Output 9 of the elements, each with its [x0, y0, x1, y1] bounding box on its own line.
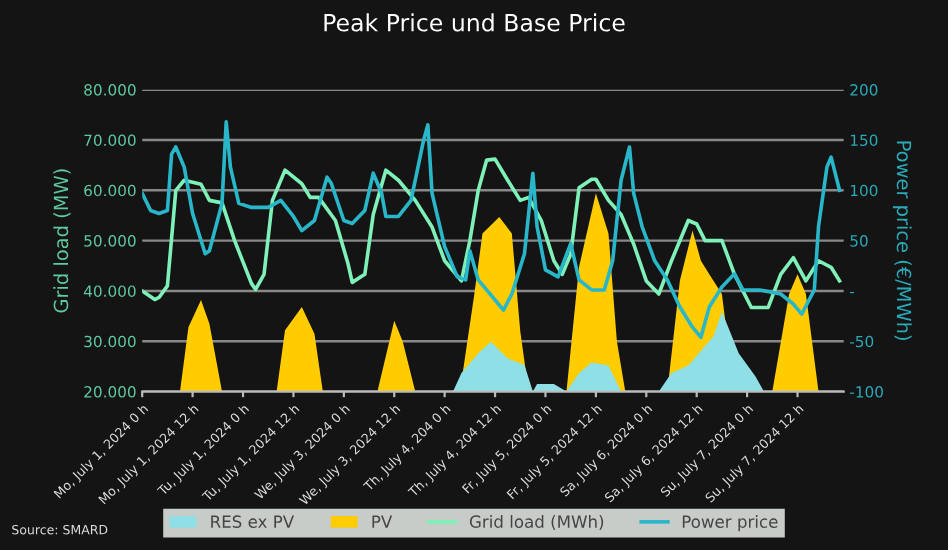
- legend-label: PV: [372, 515, 393, 528]
- chart-title: Peak Price und Base Price: [324, 13, 625, 32]
- legend-label: Power price: [682, 515, 778, 532]
- line-series: [142, 120, 842, 340]
- line-series: [142, 157, 842, 310]
- y-axis-title: Grid load (MW): [53, 169, 71, 313]
- legend-label: Grid load (MWh): [469, 515, 604, 530]
- y2-axis-title: Power price (€/MWh): [892, 141, 912, 340]
- legend-label: RES ex PV: [211, 515, 295, 528]
